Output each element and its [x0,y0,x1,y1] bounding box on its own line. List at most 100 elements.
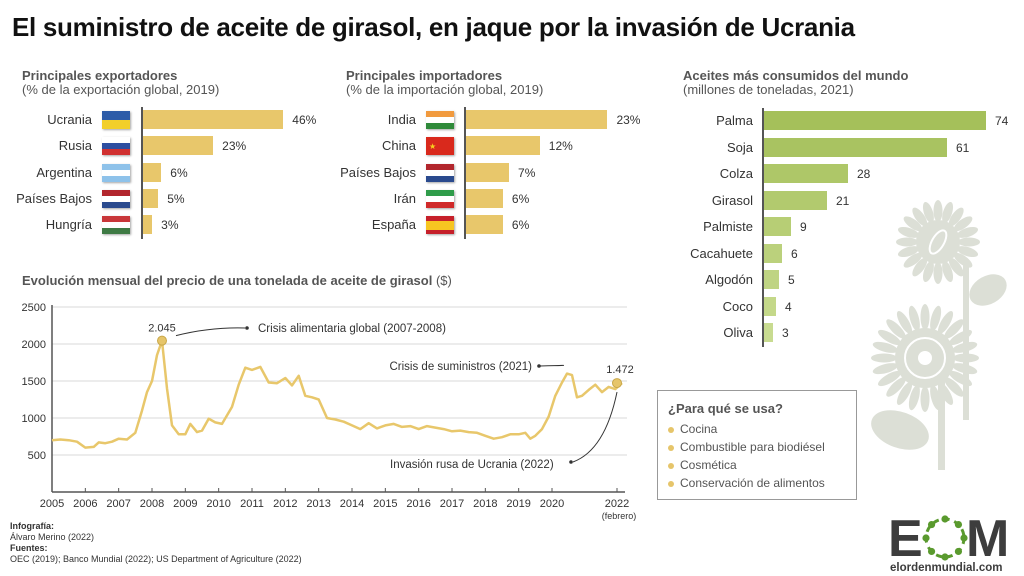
logo-domain: elordenmundial.com [890,562,1002,574]
petal [949,329,972,346]
bar-category-label: China [382,138,416,154]
petal [903,216,923,232]
petal [872,341,899,353]
petal [886,319,906,339]
bar-category-label: Países Bajos [16,190,92,206]
current-price-value: 1.472 [606,364,634,376]
bar-category-label: Oliva [723,325,753,340]
petal [953,353,979,363]
bar-category-label: Cacahuete [690,245,753,261]
petal [897,246,920,258]
bar-category-label: Hungría [45,217,92,233]
uses-item: Combustible para biodiésel [668,438,846,456]
uses-title: ¿Para qué se usa? [668,401,783,416]
sunflower-illustration [871,200,1007,470]
petal [930,305,942,332]
petal [953,252,973,268]
petal [956,246,979,258]
importers-title: Principales importadores [346,68,503,83]
x-tick-label: 2014 [340,498,364,510]
bar [764,296,776,316]
y-tick-label: 1000 [22,413,46,425]
petal [897,226,920,238]
petal [944,319,964,339]
bar [764,270,779,289]
petal [937,311,954,334]
bar [466,188,503,208]
netherlands-flag [426,163,454,182]
annotation-arrow [572,391,618,463]
eom-logo[interactable]: E M elordenmundial.com [888,508,1018,574]
logo-letter-m: M [966,510,1009,568]
bar-category-label: Argentina [36,164,92,180]
netherlands-flag [102,189,130,208]
petal [896,382,913,405]
x-tick-label: 2016 [406,498,430,510]
petal [944,377,964,397]
petal [937,382,954,405]
petal [871,353,897,363]
petal [878,370,901,387]
logo-dot [941,515,949,523]
price-line [51,339,623,449]
stem-lower [938,350,945,470]
oils-title: Aceites más consumidos del mundo [683,68,909,83]
iran-flag [426,189,454,208]
y-tick-label: 1500 [22,376,46,388]
annotation-arrow [539,364,564,367]
petal [930,384,942,411]
uses-box: ¿Para qué se usa? Cocina Combustible par… [657,390,857,500]
bar-category-label: Colza [719,166,753,181]
infographic-label: Infografía: [10,521,54,531]
bar-value-label: 74 [995,114,1009,128]
annotation-invasion: Invasión rusa de Ucrania (2022) [390,459,554,471]
sources-label: Fuentes: [10,543,48,553]
petal [951,341,978,353]
india-flag [426,111,454,129]
bar-category-label: Coco [722,298,753,314]
bar [764,323,773,342]
page-title: El suministro de aceite de girasol, en j… [12,12,855,42]
leaf-lower [871,410,929,450]
bar [764,137,947,157]
petal [878,329,901,346]
logo-dot [941,553,949,561]
russia-flag [102,137,130,156]
y-tick-label: 2500 [22,302,46,314]
bar-axis-line [464,107,466,239]
petal [920,304,930,330]
petal [903,252,923,268]
price-chart-title-text: Evolución mensual del precio de una tone… [22,273,433,288]
petal [948,207,964,227]
bar-value-label: 23% [222,139,247,154]
petal [912,207,928,227]
ukraine-flag [102,111,130,129]
bar [143,188,159,208]
x-tick-label: 2015 [373,498,397,510]
bar-category-label: India [387,112,416,127]
importers-subtitle: (% de la importación global, 2019) [346,82,544,97]
bar-value-label: 23% [616,113,641,127]
bar-value-label: 9 [800,220,807,234]
bar [466,110,608,129]
logo-circle-dots-icon [922,515,968,561]
petal [908,384,920,411]
x-tick-label: 2012 [273,498,297,510]
petal [922,260,934,283]
bar-category-label: Girasol [711,192,753,208]
petal [920,386,930,412]
bar-value-label: 12% [548,139,573,154]
annotation-supply-crisis: Crisis de suministros (2021) [389,361,532,373]
bar-axis-line [141,107,143,239]
bar [764,243,782,263]
bar [764,190,827,210]
bar [143,162,162,182]
x-tick-label: 2018 [473,498,497,510]
bullet-icon [668,462,674,469]
exporters-subtitle: (% de la exportación global, 2019) [22,82,220,97]
bar-value-label: 5 [788,273,795,287]
petal [953,216,973,232]
bar-value-label: 5% [167,191,185,206]
bar-category-label: Algodón [705,272,753,287]
x-tick-label: 2017 [440,498,464,510]
